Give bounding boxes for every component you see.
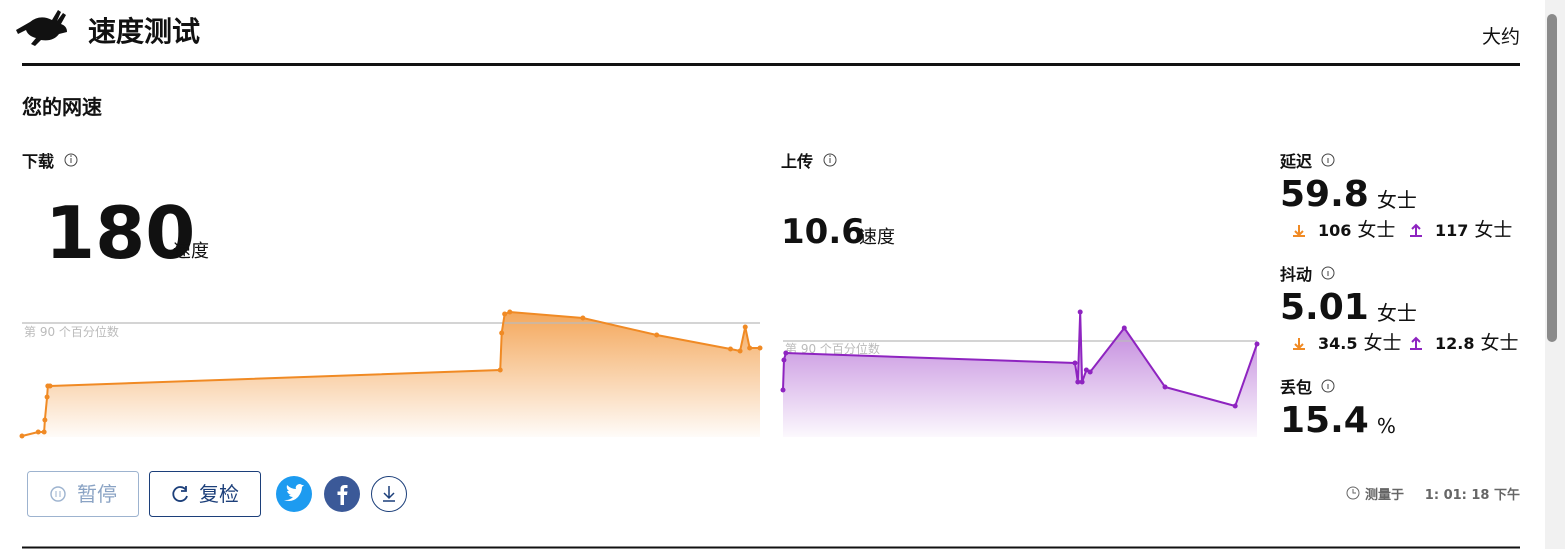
loss-label: 丢包 [1280, 378, 1312, 397]
info-icon[interactable] [1321, 153, 1335, 167]
data-point [757, 345, 763, 351]
data-point [654, 332, 660, 338]
data-point [1162, 384, 1168, 390]
data-point [35, 429, 41, 435]
data-point [1232, 403, 1238, 409]
info-ring [1321, 266, 1335, 280]
latency-up-unit: 女士 [1474, 219, 1512, 241]
upload-unit: 速度 [859, 227, 895, 248]
data-point [780, 387, 786, 393]
measured-label: 测量于 [1365, 487, 1404, 503]
data-point [737, 348, 743, 354]
twitter-button[interactable] [276, 476, 312, 512]
data-point [1121, 325, 1127, 331]
data-point [727, 346, 733, 352]
jitter-label: 抖动 [1280, 265, 1312, 284]
jitter-down: 34.5 [1318, 334, 1357, 353]
jitter-up: 12.8 [1435, 334, 1474, 353]
data-point [1083, 367, 1089, 373]
measured-time: 1: 01: 18 下午 [1425, 487, 1520, 503]
data-point [783, 350, 789, 356]
data-point [41, 429, 47, 435]
download-icon [1293, 338, 1305, 350]
upload-icon [1410, 336, 1422, 350]
app-title: 速度测试 [88, 15, 200, 48]
clock-icon [1346, 486, 1360, 500]
data-point [1072, 360, 1078, 366]
latency-up: 117 [1435, 221, 1468, 240]
info-icon[interactable] [823, 153, 837, 167]
data-point [44, 394, 50, 400]
download-label: 下载 [22, 152, 54, 171]
data-point [19, 433, 25, 439]
retest-label: 复检 [199, 482, 239, 506]
data-point [580, 315, 586, 321]
upload-speed: 10.6 [781, 212, 865, 252]
data-point [742, 324, 748, 330]
info-icon[interactable] [64, 153, 78, 167]
info-icon[interactable] [1321, 266, 1335, 280]
download-result-button[interactable] [371, 476, 407, 512]
data-point [747, 345, 753, 351]
latency-down-unit: 女士 [1357, 219, 1395, 241]
about-link[interactable]: 大约 [1482, 26, 1520, 48]
data-point [1079, 379, 1085, 385]
info-ring [1321, 379, 1335, 393]
pause-button[interactable]: 暂停 [27, 471, 139, 517]
jitter-down-unit: 女士 [1363, 332, 1401, 354]
logo-icon [16, 10, 67, 46]
facebook-button[interactable] [324, 476, 360, 512]
latency-label: 延迟 [1279, 152, 1312, 171]
percentile-label: 第 90 个百分位数 [785, 341, 880, 356]
upload-label: 上传 [781, 152, 813, 171]
percentile-label: 第 90 个百分位数 [24, 324, 119, 339]
data-point [502, 311, 508, 317]
info-icon[interactable] [1321, 379, 1335, 393]
data-point [42, 417, 48, 423]
jitter-unit: 女士 [1377, 301, 1417, 325]
data-point [1087, 369, 1093, 375]
pause-label: 暂停 [77, 482, 117, 506]
data-point [1075, 379, 1081, 385]
loss-value: 15.4 [1280, 400, 1369, 441]
jitter-value: 5.01 [1280, 287, 1369, 328]
retest-button[interactable]: 复检 [149, 471, 261, 517]
data-point [499, 330, 505, 336]
download-icon [1293, 225, 1305, 237]
latency-unit: 女士 [1377, 188, 1417, 212]
info-ring [1321, 153, 1335, 167]
download-unit: 速度 [173, 241, 209, 262]
download-speed: 180 [45, 191, 195, 275]
jitter-up-unit: 女士 [1480, 332, 1518, 354]
data-point [781, 357, 787, 363]
data-point [507, 309, 513, 315]
loss-unit: % [1377, 414, 1396, 438]
section-title: 您的网速 [22, 95, 102, 119]
data-point [47, 383, 53, 389]
upload-icon [1410, 223, 1422, 237]
latency-value: 59.8 [1280, 174, 1369, 215]
area-fill [783, 312, 1257, 437]
data-point [497, 367, 503, 373]
scrollbar-thumb[interactable] [1547, 14, 1557, 342]
data-point [1077, 309, 1083, 315]
latency-down: 106 [1318, 221, 1351, 240]
data-point [1254, 341, 1260, 347]
